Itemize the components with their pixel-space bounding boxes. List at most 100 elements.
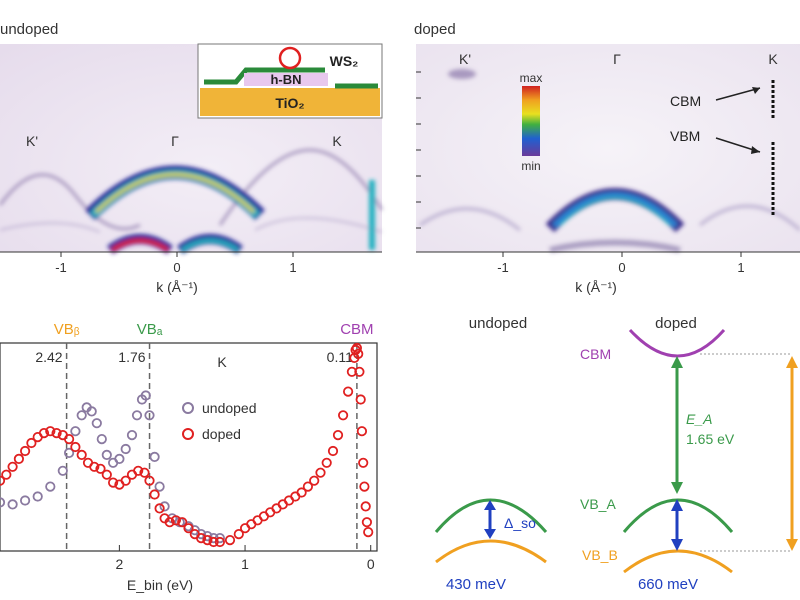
edc-marker-labels: VBᵦ 2.42 VBₐ 1.76 CBM 0.11 (35, 321, 373, 365)
edc-point-undoped (20, 495, 31, 506)
edc-point-undoped (91, 418, 102, 429)
edc-point-doped (321, 457, 332, 468)
edc-point-undoped (76, 410, 87, 421)
edc-point-doped (183, 523, 194, 534)
band-doped-title: doped (655, 315, 697, 332)
edc-point-undoped (149, 451, 160, 462)
edc-point-doped (332, 429, 344, 441)
colorbar-max-label: max (520, 71, 543, 85)
doped-vba-band (622, 498, 734, 533)
band-undoped-title: undoped (469, 315, 527, 332)
edc-point-undoped (101, 449, 112, 460)
x-tick-label: 1 (289, 260, 296, 275)
edc-point-undoped (140, 390, 151, 401)
edc-point-doped (120, 475, 131, 486)
colorbar (522, 86, 540, 156)
arpes-doped-xlabel: k (Å⁻¹) (575, 279, 617, 295)
edc-point-label: K (217, 354, 227, 370)
edc-point-undoped (0, 497, 6, 508)
arpes-doped-title: doped (414, 21, 456, 38)
edc-point-doped (359, 481, 370, 492)
doped-cbm-band (628, 328, 726, 358)
doped-split-value: 660 meV (638, 576, 698, 593)
edc-point-doped (327, 445, 339, 457)
arpes-undoped-bands (0, 148, 384, 255)
edc-point-doped (309, 475, 320, 486)
edc-point-undoped (202, 530, 213, 542)
edc-point-undoped (7, 499, 18, 510)
cbm-label: CBM (580, 346, 611, 362)
cbm-arrow (715, 87, 761, 101)
edc-frame (0, 342, 378, 552)
edc-point-undoped (86, 406, 97, 417)
edc-point-doped (337, 410, 349, 421)
arpes-doped-panel: doped K' Γ K max min (414, 21, 800, 295)
arpes-undoped-xlabel: k (Å⁻¹) (156, 279, 198, 295)
edc-point-doped (13, 453, 24, 464)
edc-point-doped (208, 536, 219, 548)
legend-marker-undoped (182, 402, 194, 414)
edc-point-doped (170, 515, 181, 526)
k-label-gamma: Γ (171, 133, 179, 149)
vbb-label: VB_B (582, 547, 618, 563)
undoped-vbb-band (435, 539, 547, 564)
edc-point-doped (108, 477, 119, 488)
edc-point-doped (51, 427, 62, 439)
edc-marker-value: 0.11 (327, 349, 353, 365)
edc-point-doped (355, 394, 366, 405)
edc-point-doped (342, 386, 354, 397)
arpes-doped-image (416, 44, 800, 252)
edc-marker-value: 1.76 (118, 349, 145, 365)
edc-point-doped (196, 532, 207, 544)
vba-label: VB_A (580, 496, 616, 512)
k-label-gamma: Γ (613, 51, 621, 67)
edc-point-doped (361, 517, 372, 528)
edc-point-undoped (96, 433, 107, 445)
edc-x-ticks: 2 1 0 (115, 545, 375, 572)
edc-x-tick-label: 2 (115, 556, 123, 572)
edc-point-doped (89, 461, 100, 472)
edc-point-doped (356, 426, 367, 437)
edc-point-doped (101, 469, 112, 480)
edc-point-doped (363, 526, 374, 538)
heterostructure-inset: TiO₂ h-BN WS₂ (197, 43, 383, 119)
measurement-spot-icon (278, 46, 302, 70)
legend-label-doped: doped (202, 426, 241, 442)
edc-point-doped (224, 534, 236, 546)
edc-point-undoped (32, 491, 43, 502)
edc-points (0, 342, 374, 548)
edc-point-doped (144, 475, 155, 486)
edc-point-undoped (57, 465, 68, 476)
edc-point-doped (202, 534, 213, 546)
edc-marker-value: 2.42 (35, 349, 62, 365)
inset-hbn-label: h-BN (270, 72, 301, 87)
edc-point-doped (139, 467, 150, 478)
delta-so-label: Δ_so (504, 515, 536, 531)
edc-point-undoped (45, 481, 56, 492)
edc-point-doped (76, 449, 87, 460)
edc-point-doped (353, 348, 364, 359)
edc-point-doped (26, 437, 37, 449)
edc-point-doped (233, 528, 244, 540)
edc-point-doped (177, 517, 188, 528)
edc-point-doped (154, 503, 165, 514)
edc-point-doped (38, 427, 50, 439)
edc-point-doped (64, 433, 75, 445)
arpes-undoped-title: undoped (0, 21, 58, 38)
x-tick-label: 0 (618, 260, 625, 275)
k-label-k: K (768, 51, 778, 67)
edc-point-doped (354, 366, 365, 377)
vbm-annotation: VBM (670, 128, 700, 144)
edc-point-doped (315, 467, 326, 478)
edc-point-undoped (196, 528, 207, 540)
tio2-layer (200, 88, 380, 116)
edc-point-doped (358, 457, 369, 468)
edc-marker-label: VBₐ (137, 321, 163, 338)
band-diagram-panel: undoped doped Δ_so 430 meV CBM VB_A VB_B… (434, 315, 798, 593)
edc-point-doped (20, 445, 31, 457)
undoped-vba-band (434, 498, 548, 533)
edc-point-doped (360, 501, 371, 512)
edc-point-doped (0, 475, 6, 486)
edc-marker-label: VBᵦ (54, 321, 80, 338)
